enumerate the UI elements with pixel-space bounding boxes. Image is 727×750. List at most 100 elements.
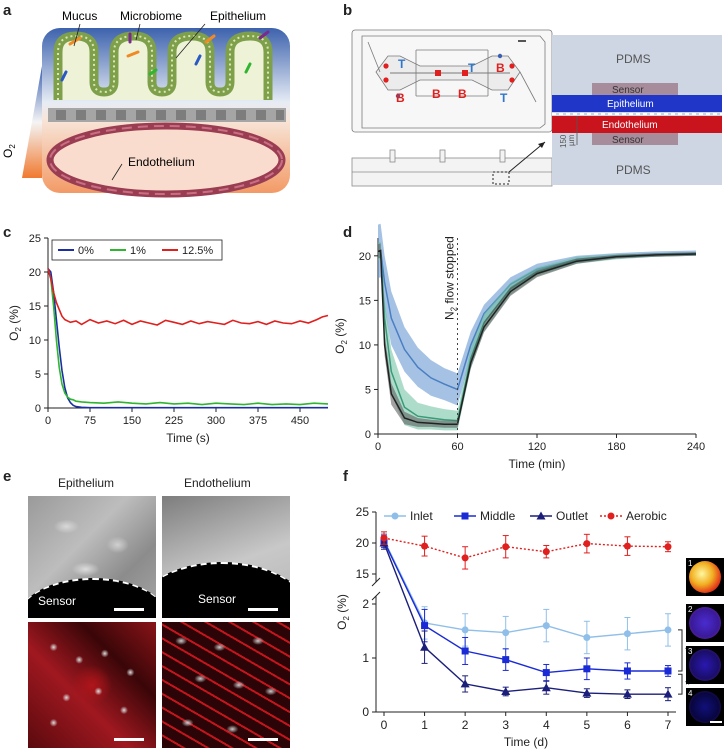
f-x-tick-label: 3 xyxy=(502,718,509,732)
c-x-tick-label: 375 xyxy=(249,415,267,427)
f-marker-aerobic-0 xyxy=(380,534,388,542)
c-y-axis-label: O2 (%) xyxy=(7,305,23,341)
f-x-tick-label: 6 xyxy=(624,718,631,732)
panel-label-a: a xyxy=(3,2,12,19)
panel-label-d: d xyxy=(343,224,353,241)
d-y-tick-label: 20 xyxy=(359,251,371,263)
gut-schematic-illustration: Mucus Microbiome Epithelium Endothelium … xyxy=(1,9,290,198)
f-marker-outlet-2 xyxy=(460,679,470,688)
d-x-tick-label: 240 xyxy=(687,441,705,453)
f-axis-break-2 xyxy=(371,591,381,601)
d-x-tick-label: 180 xyxy=(607,441,625,453)
panel-f-chart: 15 20 25 0 1 2 0 1 2 3 4 5 6 7 Time (d) O2 (%) Inlet Midd… xyxy=(335,470,690,750)
f-y-tick-label: 2 xyxy=(362,597,369,611)
f-series-line-aerobic xyxy=(383,537,669,559)
c-series-line-1 xyxy=(47,268,329,406)
f-marker-aerobic-6 xyxy=(623,542,631,550)
f-x-axis-label: Time (d) xyxy=(504,735,548,749)
d-annotation: N2 flow stopped xyxy=(443,236,459,320)
c-x-tick-label: 150 xyxy=(123,415,141,427)
d-series-band-2 xyxy=(378,243,696,428)
f-y-tick-label: 20 xyxy=(356,536,370,550)
c-x-tick-label: 450 xyxy=(291,415,309,427)
inset-4-label: 4 xyxy=(688,689,693,698)
inset-1-label: 1 xyxy=(688,559,693,568)
c-legend-label-1: 1% xyxy=(130,245,146,257)
d-series-band-1 xyxy=(378,241,696,431)
c-legend-label-0: 0% xyxy=(78,245,94,257)
f-y-axis-label-text: O2 (%) xyxy=(335,594,351,630)
letter-t-2: T xyxy=(468,61,476,75)
c-x-tick-label: 300 xyxy=(207,415,225,427)
f-legend-label-0: Inlet xyxy=(410,509,433,523)
letter-b-4: B xyxy=(496,61,505,75)
label-endothelium-b: Endothelium xyxy=(602,120,658,131)
f-y-axis-label: O2 (%) xyxy=(335,594,351,630)
micrograph-endothelium-fluorescence xyxy=(162,622,290,748)
d-annotation-text: N2 flow stopped xyxy=(443,236,459,320)
letter-b-3: B xyxy=(458,87,467,101)
f-marker-middle-legend xyxy=(461,512,469,520)
f-marker-outlet-7 xyxy=(663,689,673,698)
d-series-band-0 xyxy=(378,223,696,406)
letter-t-3: T xyxy=(500,91,508,105)
panel-d-chart: 0 5 10 15 20 0 60 120 180 240 Time (min) O2 (%) N2 f… xyxy=(333,220,727,471)
col-title-endothelium: Endothelium xyxy=(184,476,251,490)
chart-c-oxygen-seconds: 0 5 10 15 20 25 0 75 150 225 300 375 450 Time (s) O2 (… xyxy=(7,233,329,445)
c-x-axis-label: Time (s) xyxy=(166,431,210,445)
col-title-epithelium: Epithelium xyxy=(58,476,115,490)
f-marker-aerobic-4 xyxy=(542,548,550,556)
letter-t-1: T xyxy=(398,57,406,71)
panel-label-c: c xyxy=(3,224,12,241)
label-pdms-top: PDMS xyxy=(616,52,651,66)
f-y-tick-label: 15 xyxy=(356,567,370,581)
f-marker-outlet-3 xyxy=(501,686,511,695)
scale-bar-3 xyxy=(114,738,144,741)
f-x-tick-label: 7 xyxy=(665,718,672,732)
f-sig-star-2: * xyxy=(685,677,690,692)
f-marker-middle-4 xyxy=(542,669,550,677)
f-y-tick-label: 1 xyxy=(362,651,369,665)
d-y-tick-label: 15 xyxy=(359,295,371,307)
label-microbiome: Microbiome xyxy=(120,9,182,23)
scale-bar-1 xyxy=(114,608,144,611)
f-marker-inlet-6 xyxy=(623,630,631,638)
d-x-tick-label: 0 xyxy=(375,441,381,453)
panel-b-chip-schematic: T B B T B B T PDMS Sensor Epithelium End… xyxy=(340,0,727,215)
label-epithelium-b: Epithelium xyxy=(607,99,654,110)
f-marker-outlet-4 xyxy=(541,683,551,692)
f-sig-bracket-1 xyxy=(678,629,683,672)
inset-2-label: 2 xyxy=(688,605,693,614)
panel-a-gut-schematic: Mucus Microbiome Epithelium Endothelium … xyxy=(0,0,340,215)
panel-label-e: e xyxy=(3,468,12,485)
c-x-tick-label: 225 xyxy=(165,415,183,427)
chart-d-oxygen-minutes: 0 5 10 15 20 0 60 120 180 240 Time (min) O2 (%) N2 f… xyxy=(333,223,705,471)
f-marker-inlet-4 xyxy=(542,622,550,630)
letter-b-1: B xyxy=(396,91,405,105)
inset-4-heatmap: 4 xyxy=(686,688,724,726)
scale-bar-2 xyxy=(248,608,278,611)
d-x-tick-label: 120 xyxy=(528,441,546,453)
f-axis-break-1 xyxy=(371,577,381,587)
f-marker-middle-3 xyxy=(502,656,510,664)
d-y-tick-label: 5 xyxy=(365,384,371,396)
f-marker-aerobic-7 xyxy=(664,543,672,551)
f-sig-bracket-2 xyxy=(678,673,683,695)
f-marker-aerobic-5 xyxy=(583,540,591,548)
scale-value-b: 150 xyxy=(559,134,568,148)
micrograph-epithelium-brightfield: Sensor xyxy=(28,496,156,618)
c-y-tick-label: 5 xyxy=(35,369,41,381)
f-marker-outlet-1 xyxy=(420,642,430,651)
scale-bar-4 xyxy=(248,738,278,741)
f-marker-outlet-6 xyxy=(622,689,632,698)
d-x-tick-label: 60 xyxy=(451,441,463,453)
f-y-tick-label: 0 xyxy=(362,705,369,719)
f-x-tick-label: 0 xyxy=(381,718,388,732)
o2-gradient-label: O2 xyxy=(1,144,17,158)
f-legend-label-2: Outlet xyxy=(556,509,589,523)
f-x-tick-label: 4 xyxy=(543,718,550,732)
f-marker-middle-1 xyxy=(421,622,429,630)
label-mucus: Mucus xyxy=(62,9,97,23)
d-y-axis-label-text: O2 (%) xyxy=(333,318,349,354)
label-endothelium-a: Endothelium xyxy=(128,155,195,169)
